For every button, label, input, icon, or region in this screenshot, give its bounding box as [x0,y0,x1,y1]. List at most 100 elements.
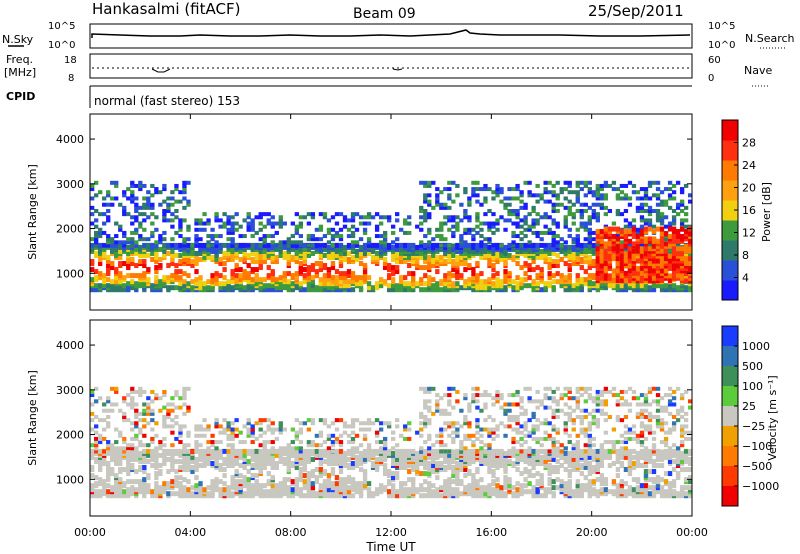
velocity-cell [134,389,139,394]
velocity-cell [162,389,167,394]
velocity-cell [242,479,247,485]
power-cell [587,279,592,285]
power-cell [166,196,171,201]
velocity-cell [98,477,103,483]
power-cell [559,243,564,248]
power-cell [130,215,135,220]
velocity-cell [527,489,532,495]
power-cell [627,242,633,248]
power-cell [515,224,520,229]
velocity-cell [399,485,404,491]
velocity-cell [126,479,131,485]
velocity-cell [94,493,99,499]
power-cell [338,271,344,277]
velocity-cell [106,443,111,448]
velocity-cell [419,427,424,432]
power-cell [623,233,629,239]
power-cell [378,242,384,248]
velocity-cell [407,436,412,441]
velocity-cell [266,427,271,432]
velocity-cell [250,456,255,462]
power-cell [238,267,243,273]
velocity-cell [258,418,263,423]
power-cell [563,224,568,229]
power-cell [194,250,199,256]
velocity-cell [338,481,344,487]
velocity-cell [310,489,316,495]
power-cell [443,259,448,265]
power-cell [158,279,163,285]
power-cell [551,221,556,226]
power-cell [98,190,103,195]
velocity-cell [342,430,348,435]
velocity-cell [330,485,336,491]
velocity-cell [467,483,472,489]
velocity-cell [230,460,235,466]
power-cell [455,193,460,198]
power-cell [350,240,356,245]
power-cell [266,283,271,289]
power-cell [587,180,592,185]
velocity-cell [110,443,115,448]
velocity-cell [266,418,271,423]
velocity-cell [519,396,524,401]
power-cell [366,237,372,242]
power-cell [218,273,223,279]
velocity-cell [314,448,320,454]
power-cell [579,221,584,226]
velocity-cell [519,443,524,448]
velocity-cell [266,424,271,429]
power-cell [647,212,653,217]
velocity-cell [146,458,151,464]
velocity-cell [523,421,528,426]
power-cell [579,285,584,291]
velocity-cell [503,450,508,456]
power-cell [110,243,115,248]
power-cell [443,237,448,242]
velocity-cell [154,475,159,481]
power-cell [623,270,629,276]
nsky-strip: N.Sky 10^5 10^0 10^5 10^0 N.Search [2,21,795,51]
velocity-cell [242,448,247,454]
power-cell [94,240,99,245]
power-cell [431,205,436,210]
velocity-cell [399,433,404,438]
power-cell [451,230,456,235]
power-cell [330,279,336,285]
velocity-cell [463,421,468,426]
power-cell [298,281,304,287]
velocity-cell [334,448,340,454]
power-cell [90,243,95,248]
power-cell [234,263,239,269]
power-cell [306,237,312,242]
power-cell [234,250,239,256]
power-cell [118,242,123,248]
velocity-cell [194,475,199,481]
power-cell [659,268,665,274]
freq-label-line1: Freq. [6,53,33,66]
power-cell [382,237,388,242]
y-tick-label: 2000 [56,223,84,236]
velocity-cell [182,463,187,468]
velocity-cell [435,487,440,493]
velocity-cell [222,481,227,487]
power-cell [671,209,677,213]
power-cell [511,254,516,260]
power-cell [206,240,211,245]
velocity-cell [142,418,147,423]
power-cell [599,248,605,254]
velocity-cell [226,485,231,491]
velocity-cell [447,402,452,407]
nsky-tick-top: 10^5 [48,21,75,32]
colorbar-tick-label: 28 [742,137,756,150]
power-cell [94,287,99,293]
velocity-cell [447,399,452,404]
velocity-cell [138,440,143,445]
power-cell [294,212,299,217]
power-cell [491,263,496,269]
velocity-cell [459,479,464,485]
power-cell [154,254,159,260]
power-cell [611,273,617,279]
velocity-cell [487,433,492,438]
velocity-cell [278,454,283,460]
